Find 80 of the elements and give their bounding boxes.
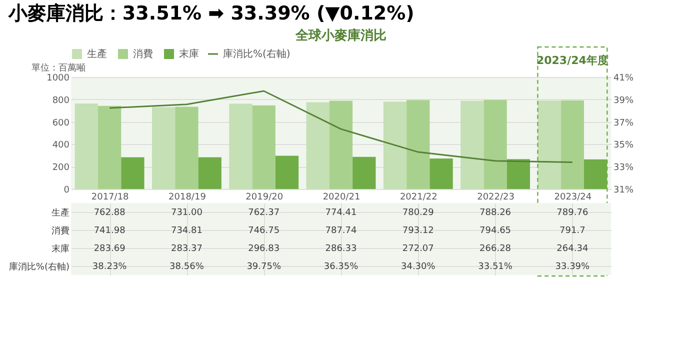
data-label: 794.65 bbox=[480, 226, 512, 236]
legend-label: 末庫 bbox=[179, 48, 199, 60]
bar bbox=[329, 100, 353, 189]
data-label: 283.37 bbox=[170, 244, 202, 254]
data-label: 789.76 bbox=[556, 208, 588, 218]
bar bbox=[275, 156, 299, 189]
y-tick-label: 200 bbox=[52, 163, 70, 174]
bar bbox=[430, 158, 453, 189]
data-label: 272.07 bbox=[402, 244, 434, 254]
y-axis-title: 單位：百萬噸 bbox=[32, 62, 86, 74]
y-tick-label: 800 bbox=[52, 96, 70, 106]
text: 生產 bbox=[52, 208, 70, 218]
data-label: 34.30% bbox=[400, 262, 436, 272]
x-tick-label: 2020/21 bbox=[322, 192, 360, 202]
legend-label: 生產 bbox=[87, 48, 107, 60]
chart-subtitle: 全球小麥庫消比 bbox=[294, 27, 386, 44]
bar bbox=[229, 104, 252, 189]
bar bbox=[484, 100, 507, 189]
data-label: 33.51% bbox=[478, 262, 513, 272]
bar bbox=[152, 107, 176, 189]
y-tick-label: 0 bbox=[64, 186, 70, 196]
data-label: 296.83 bbox=[248, 244, 280, 254]
text: 2023/24年度 bbox=[536, 54, 608, 67]
chart-title: 小麥庫消比：33.51% ➡ 33.39% (▼0.12%) bbox=[7, 2, 414, 24]
data-label: 39.75% bbox=[246, 262, 282, 272]
text: 消費 bbox=[52, 226, 70, 236]
data-label: 791.7 bbox=[560, 226, 586, 236]
data-label: 741.98 bbox=[94, 226, 126, 236]
data-label: 734.81 bbox=[170, 226, 202, 236]
text: 庫消比%(右軸) bbox=[8, 262, 70, 272]
data-label: 33.39% bbox=[555, 262, 590, 272]
data-label: 788.26 bbox=[480, 208, 512, 218]
data-label: 38.56% bbox=[170, 262, 204, 272]
y2-tick-label: 41% bbox=[614, 74, 634, 84]
data-label: 286.33 bbox=[325, 244, 357, 254]
bar bbox=[352, 156, 376, 189]
data-label: 746.75 bbox=[248, 226, 280, 236]
data-label: 283.69 bbox=[94, 244, 126, 254]
bar bbox=[538, 100, 561, 189]
bar bbox=[198, 157, 222, 189]
data-label: 762.88 bbox=[94, 208, 126, 218]
y2-tick-label: 37% bbox=[614, 118, 634, 128]
data-label: 780.29 bbox=[402, 208, 434, 218]
bar bbox=[406, 100, 430, 189]
bar bbox=[98, 106, 122, 189]
data-label: 793.12 bbox=[402, 226, 434, 236]
x-tick-label: 2021/22 bbox=[400, 192, 438, 202]
bar bbox=[306, 102, 330, 189]
data-label: 774.41 bbox=[325, 208, 357, 218]
bar bbox=[74, 104, 98, 189]
data-label: 264.34 bbox=[556, 244, 588, 254]
bar bbox=[560, 100, 584, 189]
bar bbox=[252, 105, 276, 189]
y-tick-label: 1000 bbox=[46, 74, 70, 84]
data-label: 731.00 bbox=[170, 208, 203, 218]
x-tick-label: 2019/20 bbox=[246, 192, 284, 202]
y2-tick-label: 35% bbox=[614, 140, 634, 151]
line-series bbox=[108, 90, 574, 163]
bar bbox=[460, 100, 484, 189]
data-label: 762.37 bbox=[248, 208, 280, 218]
x-tick-label: 2023/24 bbox=[554, 192, 592, 202]
bar bbox=[175, 106, 198, 189]
x-tick-label: 2018/19 bbox=[168, 192, 206, 202]
y-tick-label: 400 bbox=[52, 140, 70, 151]
y2-tick-label: 31% bbox=[614, 186, 634, 196]
data-label: 266.28 bbox=[480, 244, 512, 254]
legend-label: 庫消比%(右軸) bbox=[223, 48, 290, 60]
y2-tick-label: 33% bbox=[614, 163, 634, 174]
x-tick-label: 2017/18 bbox=[91, 192, 130, 202]
data-label: 36.35% bbox=[324, 262, 359, 272]
data-label: 787.74 bbox=[325, 226, 358, 236]
y-tick-label: 600 bbox=[52, 118, 70, 128]
legend-label: 消費 bbox=[133, 48, 153, 60]
bar bbox=[383, 102, 407, 189]
bar bbox=[506, 159, 530, 189]
data-label: 38.23% bbox=[92, 262, 128, 272]
text: 末庫 bbox=[52, 244, 70, 254]
y2-tick-label: 39% bbox=[614, 96, 634, 106]
x-tick-label: 2022/23 bbox=[477, 192, 514, 202]
bar bbox=[121, 157, 144, 189]
